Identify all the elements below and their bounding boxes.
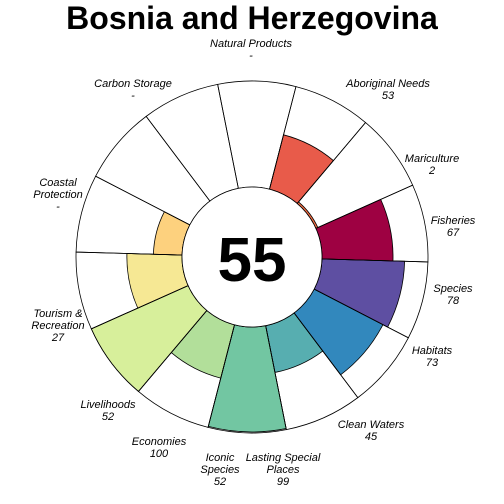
petal-outline-coastal-protection (95, 115, 211, 226)
value-carbon-storage: - (131, 90, 135, 102)
center-circle (181, 186, 323, 328)
label-iconic-species: Species (200, 464, 240, 476)
label-carbon-storage: Carbon Storage (94, 78, 172, 90)
label-fisheries: Fisheries (431, 215, 476, 227)
label-lasting-special-places: Lasting Special (246, 452, 321, 464)
value-species: 78 (447, 295, 460, 307)
value-aboriginal-needs: 53 (382, 90, 395, 102)
label-coastal-protection: Coastal (39, 177, 77, 189)
value-tourism-and-recreation: 27 (51, 332, 65, 344)
petal-fisheries (315, 198, 394, 262)
value-clean-waters: 45 (365, 431, 378, 443)
label-natural-products: Natural Products (210, 38, 292, 50)
value-natural-products: - (249, 50, 253, 62)
label-species: Species (433, 283, 473, 295)
chart-title: Bosnia and Herzegovina (66, 0, 438, 36)
label-mariculture: Mariculture (405, 153, 459, 165)
value-iconic-species: 52 (214, 476, 226, 488)
label-clean-waters: Clean Waters (338, 419, 405, 431)
label-aboriginal-needs: Aboriginal Needs (345, 78, 430, 90)
label-economies: Economies (132, 436, 187, 448)
value-mariculture: 2 (428, 165, 435, 177)
value-livelihoods: 52 (102, 411, 114, 423)
value-fisheries: 67 (447, 227, 460, 239)
overall-score: 55 (218, 226, 287, 295)
petal-outline-carbon-storage (145, 83, 239, 202)
label-tourism-and-recreation: Tourism & (33, 308, 82, 320)
value-lasting-special-places: 99 (277, 476, 289, 488)
label-iconic-species: Iconic (206, 452, 235, 464)
value-economies: 100 (150, 448, 169, 460)
label-lasting-special-places: Places (266, 464, 300, 476)
label-tourism-and-recreation: Recreation (31, 320, 84, 332)
value-coastal-protection: - (56, 201, 60, 213)
value-habitats: 73 (426, 357, 439, 369)
label-habitats: Habitats (412, 345, 453, 357)
label-livelihoods: Livelihoods (80, 399, 136, 411)
label-coastal-protection: Protection (33, 189, 83, 201)
